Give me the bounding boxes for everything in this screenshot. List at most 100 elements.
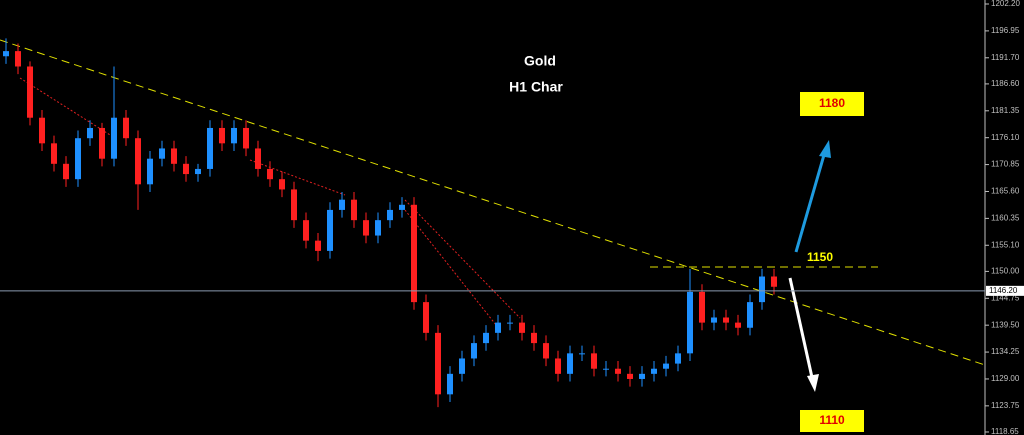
y-tick-label: 1123.75 <box>991 401 1020 410</box>
candle-body <box>207 127 213 169</box>
candle-body <box>243 127 249 149</box>
candle-body <box>147 158 153 185</box>
y-tick-label: 1118.65 <box>991 427 1019 435</box>
y-tick-label: 1191.70 <box>991 53 1020 62</box>
y-tick-label: 1186.60 <box>991 79 1020 88</box>
candle-body <box>27 66 33 118</box>
chart-subtitle: H1 Char <box>509 79 563 95</box>
candle-body <box>435 332 441 395</box>
candle-body <box>63 163 69 180</box>
candle-body <box>519 322 525 333</box>
candle-body <box>3 51 9 57</box>
candle-body <box>495 322 501 333</box>
candle-body <box>771 276 777 287</box>
y-tick-label: 1160.35 <box>991 213 1020 222</box>
candle-body <box>51 143 57 164</box>
candle-body <box>387 209 393 221</box>
candle-body <box>87 127 93 139</box>
current-price-label: 1146.20 <box>989 286 1018 295</box>
y-tick-label: 1202.20 <box>991 0 1020 8</box>
candle-body <box>543 343 549 359</box>
candle-body <box>123 117 129 139</box>
up-arrow <box>794 147 828 253</box>
y-tick-label: 1144.75 <box>991 293 1020 302</box>
candle-body <box>171 148 177 164</box>
candle-body <box>735 322 741 328</box>
candle-body <box>567 353 573 374</box>
candle-body <box>675 353 681 364</box>
candle-body <box>303 220 309 241</box>
candle-body <box>327 209 333 251</box>
candle-body <box>183 163 189 175</box>
candle-body <box>231 127 237 144</box>
candle-body <box>471 343 477 359</box>
y-tick-label: 1129.00 <box>991 374 1020 383</box>
y-tick-label: 1196.95 <box>991 26 1020 35</box>
target-box <box>800 92 864 116</box>
candle-body <box>651 368 657 374</box>
candle-body <box>483 332 489 344</box>
target-label: 1110 <box>819 413 845 427</box>
candle-body <box>351 199 357 221</box>
candle-body <box>603 368 609 370</box>
candle-body <box>423 302 429 333</box>
candle-body <box>375 220 381 236</box>
candle-body <box>39 117 45 144</box>
candle-body <box>111 117 117 159</box>
current-price-box <box>986 285 1024 296</box>
candle-body <box>591 353 597 369</box>
candle-body <box>531 332 537 344</box>
target-box <box>800 410 864 432</box>
candle-body <box>507 322 513 324</box>
candle-body <box>75 138 81 180</box>
down-arrow <box>788 277 815 383</box>
channel-line <box>404 199 521 319</box>
candle-body <box>723 317 729 323</box>
target-label: 1180 <box>819 96 845 110</box>
candle-body <box>399 204 405 210</box>
candle-body <box>315 240 321 251</box>
candle-body <box>555 358 561 374</box>
candle-body <box>663 363 669 369</box>
candle-body <box>279 179 285 190</box>
candle-body <box>255 148 261 169</box>
candle-body <box>615 368 621 374</box>
candles <box>3 38 777 408</box>
candle-body <box>99 127 105 159</box>
candle-body <box>339 199 345 210</box>
candle-body <box>699 291 705 323</box>
candle-body <box>411 204 417 303</box>
candle-body <box>687 291 693 354</box>
candle-body <box>627 373 633 379</box>
candle-body <box>219 127 225 144</box>
channel-line <box>249 159 346 196</box>
y-tick-label: 1165.60 <box>991 187 1020 196</box>
y-tick-label: 1150.00 <box>991 266 1020 275</box>
candle-body <box>459 358 465 374</box>
candle-body <box>267 168 273 180</box>
candle-body <box>747 302 753 328</box>
channel-line <box>404 209 501 331</box>
chart-title: Gold <box>524 53 556 69</box>
candle-body <box>711 317 717 323</box>
y-tick-label: 1134.25 <box>991 347 1020 356</box>
down-arrow-head <box>807 374 819 392</box>
y-tick-label: 1170.85 <box>991 160 1020 169</box>
candle-body <box>447 373 453 395</box>
trend-line <box>0 39 986 366</box>
candle-body <box>195 168 201 175</box>
level-label: 1150 <box>807 250 833 264</box>
candle-body <box>159 148 165 159</box>
candle-body <box>291 189 297 221</box>
candle-body <box>579 353 585 355</box>
y-tick-label: 1139.50 <box>991 320 1020 329</box>
candle-body <box>15 51 21 67</box>
y-tick-label: 1181.35 <box>991 106 1020 115</box>
candle-body <box>639 373 645 379</box>
y-tick-label: 1176.10 <box>991 133 1020 142</box>
y-tick-label: 1155.10 <box>991 240 1020 249</box>
candle-body <box>363 220 369 236</box>
candle-body <box>759 276 765 303</box>
